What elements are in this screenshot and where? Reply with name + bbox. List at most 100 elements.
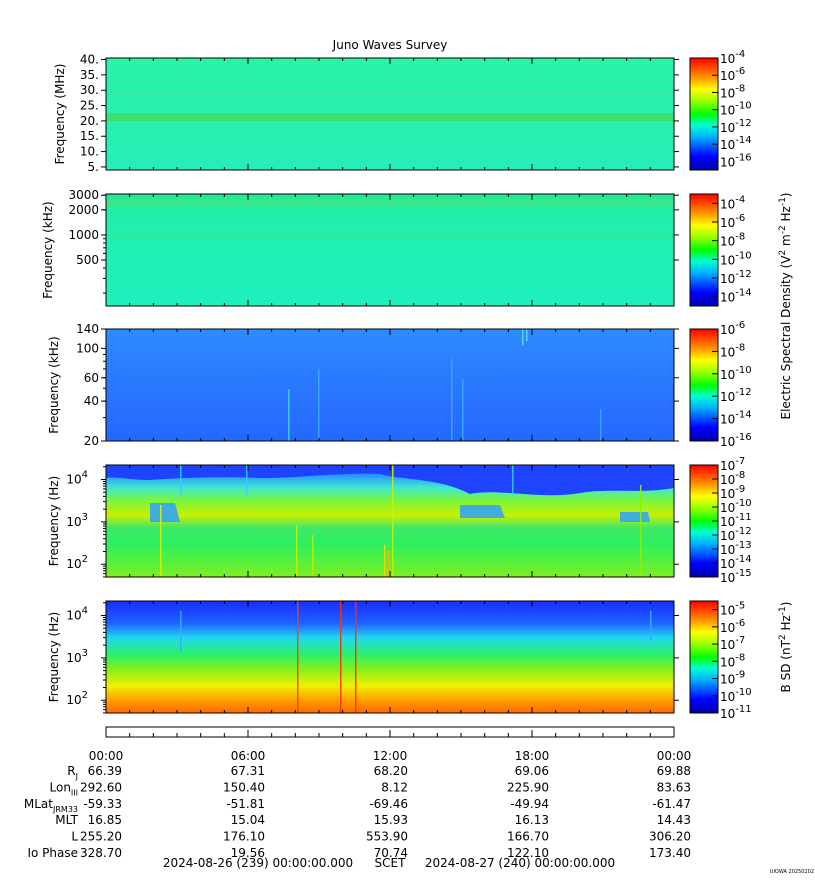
panel-3-yticks: 140 100 60 40 20 (76, 322, 679, 448)
ytick-label: 40. (80, 53, 99, 67)
cbar-label: 10-16 (720, 432, 752, 449)
burst-streak (462, 379, 464, 441)
panel-2-colorbar (689, 193, 719, 307)
panel-4-upper-boundary (106, 465, 674, 496)
ephemeris-value: 83.63 (657, 780, 691, 794)
cbar-label: 10-4 (720, 49, 745, 66)
x-axis-labels: 00:00 06:00 12:00 18:00 00:00 (89, 749, 692, 763)
panel-1: Frequency (MHz) 40.35.30.25.20.15.10.5. … (53, 49, 752, 174)
electric-density-label: Electric Spectral Density (V2 m-2 Hz-1) (778, 192, 793, 419)
ephemeris-value: 16.85 (88, 813, 122, 827)
cbar-label: 10-15 (720, 568, 752, 585)
cbar-label: 10-16 (720, 152, 752, 169)
ephemeris-value: -69.46 (369, 797, 408, 811)
cbar-label: 10-6 (720, 213, 745, 230)
burst-streak (180, 465, 182, 495)
burst-streak (297, 601, 299, 713)
ephemeris-value: 166.70 (507, 830, 549, 844)
cbar-label: 10-11 (720, 704, 752, 721)
ephemeris-value: -49.94 (510, 797, 549, 811)
ytick-label: 140 (76, 322, 99, 336)
start-time: 2024-08-26 (239) 00:00:00.000 (163, 856, 353, 870)
ytick-label: 35. (80, 68, 99, 82)
ephemeris-value: -61.47 (652, 797, 691, 811)
cbar-label: 10-8 (720, 83, 745, 100)
ytick-label: 500 (76, 253, 99, 267)
panel-4-streaks (160, 465, 642, 577)
ephemeris-value: 255.20 (80, 830, 122, 844)
panel-5-streaks (180, 601, 652, 713)
ephemeris-value: 19.56 (231, 846, 265, 860)
ephemeris-value: 225.90 (507, 780, 549, 794)
ephemeris-value: 176.10 (223, 830, 265, 844)
cbar-label: 10-12 (720, 118, 752, 135)
panel-3: Frequency (kHz) 140 100 60 40 20 10-6 10-8 10-… (47, 320, 752, 449)
ephemeris-row-label: L (71, 830, 78, 844)
ytick-label: 5. (88, 160, 99, 174)
ephemeris-value: 292.60 (80, 780, 122, 794)
panel-5-colorbar (689, 600, 719, 714)
ytick-label: 3000 (68, 188, 99, 202)
ephemeris-row-label: RJ (67, 764, 78, 781)
panel-3-spectrogram (106, 329, 674, 441)
cbar-label: 10-5 (720, 601, 745, 618)
burst-streak (522, 329, 524, 345)
burst-streak (600, 409, 602, 441)
credit-label: UIOWA 20250202 (770, 869, 814, 875)
burst-streak (640, 485, 642, 577)
ephemeris-value: 328.70 (80, 846, 122, 860)
panel-3-streaks (288, 329, 602, 441)
burst-streak (388, 550, 390, 577)
ytick-label: 1000 (68, 228, 99, 242)
ytick-label: 20 (84, 434, 99, 448)
ephemeris-value: -59.33 (83, 797, 122, 811)
burst-streak (384, 545, 386, 577)
panel-2-ylabel: Frequency (kHz) (41, 201, 55, 298)
ytick-label: 10. (80, 145, 99, 159)
ephemeris-value: 14.43 (657, 813, 691, 827)
ephemeris-row-label: MLatJRM33 (24, 797, 78, 814)
ephemeris-value: 66.39 (88, 764, 122, 778)
burst-streak (451, 359, 453, 441)
cbar-label: 10-10 (720, 250, 752, 267)
burst-streak (288, 389, 290, 441)
ephemeris-value: 15.04 (231, 813, 265, 827)
panel-3-colorbar (689, 328, 719, 442)
panel-4-ylabel: Frequency (Hz) (47, 476, 61, 567)
ytick-label: 103 (66, 512, 88, 529)
burst-streak (355, 601, 357, 713)
burst-streak (160, 505, 162, 577)
ytick-label: 30. (80, 83, 99, 97)
ephemeris-value: 69.88 (657, 764, 691, 778)
panel-3-ylabel: Frequency (kHz) (47, 336, 61, 433)
end-time: 2024-08-27 (240) 00:00:00.000 (425, 856, 615, 870)
cbar-label: 10-14 (720, 410, 752, 427)
panel-2-spectrogram (106, 194, 674, 306)
cbar-label: 10-6 (720, 618, 745, 635)
ytick-label: 60 (84, 371, 99, 385)
ephemeris-row-label: Io Phase (27, 846, 78, 860)
ephemeris-value: 553.90 (366, 830, 408, 844)
panel-1-yticks: 40.35.30. 25.20.15. 10.5. (80, 53, 679, 174)
cbar-label: 10-14 (720, 288, 752, 305)
cbar-label: 10-9 (720, 670, 745, 687)
cbar-label: 10-8 (720, 652, 745, 669)
cbar-label: 10-6 (720, 320, 745, 337)
cbar-label: 10-10 (720, 101, 752, 118)
ephemeris-value: 306.20 (649, 830, 691, 844)
time-tick-label: 18:00 (515, 749, 550, 763)
ytick-label: 102 (66, 690, 88, 707)
cbar-label: 10-7 (720, 635, 745, 652)
ytick-label: 25. (80, 99, 99, 113)
panel-5-yticks: 104 103 102 (66, 601, 679, 714)
panel-5-spectrogram (106, 601, 674, 713)
ytick-label: 102 (66, 554, 88, 571)
panel-2-band-upper (106, 201, 674, 206)
burst-streak (526, 329, 528, 341)
ytick-label: 104 (66, 606, 88, 623)
ephemeris-table: RJ 66.39 67.31 68.20 69.06 69.88 LonIII 292.60 1… (24, 764, 691, 860)
panel-2-band-1000khz (106, 234, 674, 239)
